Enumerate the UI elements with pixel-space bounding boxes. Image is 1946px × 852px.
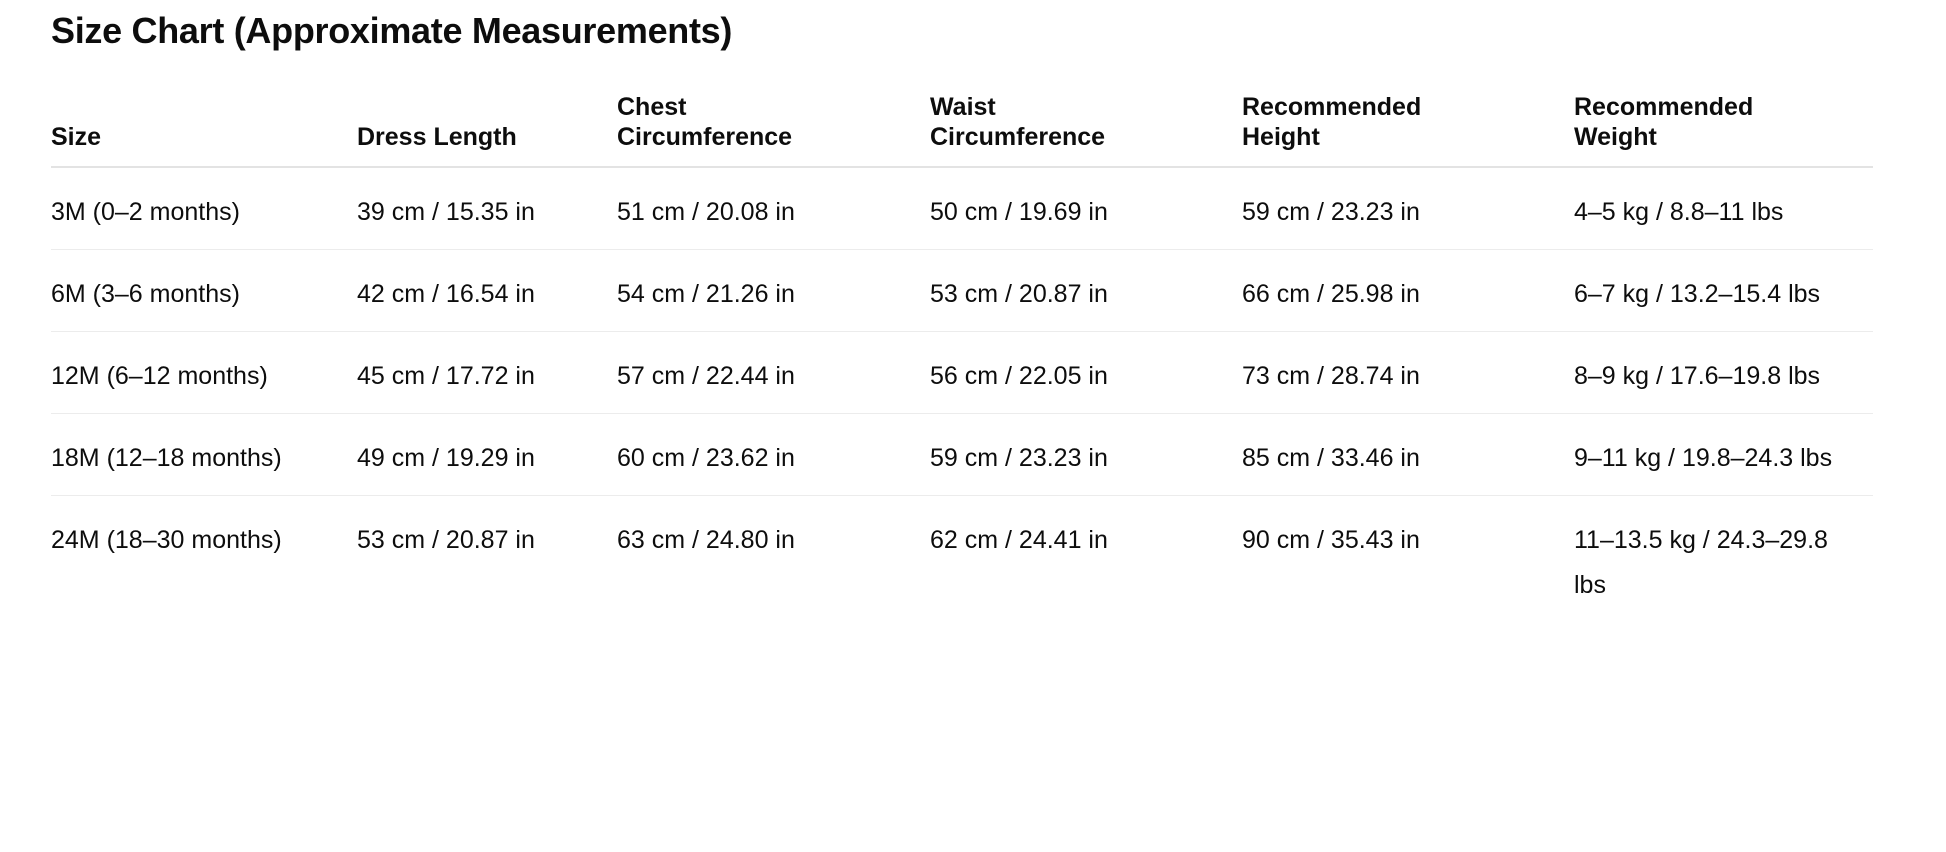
table-cell: 90 cm / 35.43 in xyxy=(1242,526,1420,554)
column-header: Recommended Height xyxy=(1242,92,1574,168)
table-row: 3M (0–2 months) 39 cm / 15.35 in 51 cm / 2… xyxy=(51,167,1873,250)
table-row: 6M (3–6 months) 42 cm / 16.54 in 54 cm / 2… xyxy=(51,249,1873,332)
table-cell: 4–5 kg / 8.8–11 lbs xyxy=(1574,167,1873,250)
table-cell: 39 cm / 15.35 in xyxy=(357,167,617,250)
table-cell: 24M (18–30 months) xyxy=(51,526,282,554)
column-header-text: Weight xyxy=(1574,123,1657,151)
table-cell: 45 cm / 17.72 in xyxy=(357,331,617,414)
table-cell: 18M (12–18 months) xyxy=(51,413,357,496)
table-cell: 3M (0–2 months) xyxy=(51,167,357,250)
table-row: 24M (18–30 months) 53 cm / 20.87 in 63 cm … xyxy=(51,496,1873,623)
column-header-text: Circumference xyxy=(617,123,793,151)
column-header-text: Waist xyxy=(930,93,996,121)
table-cell: 62 cm / 24.41 in xyxy=(930,526,1108,554)
column-header: Dress Length xyxy=(357,92,617,168)
table-cell: 59 cm / 23.23 in xyxy=(930,413,1242,496)
table-cell: 59 cm / 23.23 in xyxy=(1242,167,1574,250)
size-chart-table: Size Dress Length Chest Circumference Waist C… xyxy=(51,92,1873,622)
table-cell: 51 cm / 20.08 in xyxy=(617,167,930,250)
column-header-text: Size xyxy=(51,123,102,151)
table-cell: 56 cm / 22.05 in xyxy=(930,331,1242,414)
table-cell: 63 cm / 24.80 in xyxy=(617,526,795,554)
header-row: Size Dress Length Chest Circumference Waist C… xyxy=(51,92,1873,168)
table-cell: 53 cm / 20.87 in xyxy=(930,249,1242,332)
table-cell: 9–11 kg / 19.8–24.3 lbs xyxy=(1574,413,1873,496)
table-cell: 60 cm / 23.62 in xyxy=(617,413,930,496)
table-cell: 73 cm / 28.74 in xyxy=(1242,331,1574,414)
column-header-text: Dress Length xyxy=(357,123,517,151)
table-cell: 12M (6–12 months) xyxy=(51,331,357,414)
table-row: 18M (12–18 months) 49 cm / 19.29 in 60 cm … xyxy=(51,413,1873,496)
table-cell: 8–9 kg / 17.6–19.8 lbs xyxy=(1574,331,1873,414)
page-title: Size Chart (Approximate Measurements) xyxy=(51,10,733,51)
table-cell: 6–7 kg / 13.2–15.4 lbs xyxy=(1574,249,1873,332)
column-header-text: Circumference xyxy=(930,123,1106,151)
table-cell: 50 cm / 19.69 in xyxy=(930,167,1242,250)
table-cell: 57 cm / 22.44 in xyxy=(617,331,930,414)
column-header: Recommended Weight xyxy=(1574,92,1873,168)
table-cell: 54 cm / 21.26 in xyxy=(617,249,930,332)
column-header-text: Height xyxy=(1242,123,1320,151)
table-cell: 53 cm / 20.87 in xyxy=(357,526,535,554)
column-header-text: Chest xyxy=(617,93,687,121)
table-cell: 66 cm / 25.98 in xyxy=(1242,249,1574,332)
table-row: 12M (6–12 months) 45 cm / 17.72 in 57 cm /… xyxy=(51,331,1873,414)
column-header-text: Recommended xyxy=(1574,93,1754,121)
table-cell: 49 cm / 19.29 in xyxy=(357,413,617,496)
table-cell: 85 cm / 33.46 in xyxy=(1242,413,1574,496)
column-header: Chest Circumference xyxy=(617,92,930,168)
table-cell: 42 cm / 16.54 in xyxy=(357,249,617,332)
column-header: Waist Circumference xyxy=(930,92,1242,168)
table-cell: 11–13.5 kg / 24.3–29.8 lbs xyxy=(1574,526,1828,599)
table-cell: 6M (3–6 months) xyxy=(51,249,357,332)
column-header: Size xyxy=(51,92,357,168)
column-header-text: Recommended xyxy=(1242,93,1422,121)
